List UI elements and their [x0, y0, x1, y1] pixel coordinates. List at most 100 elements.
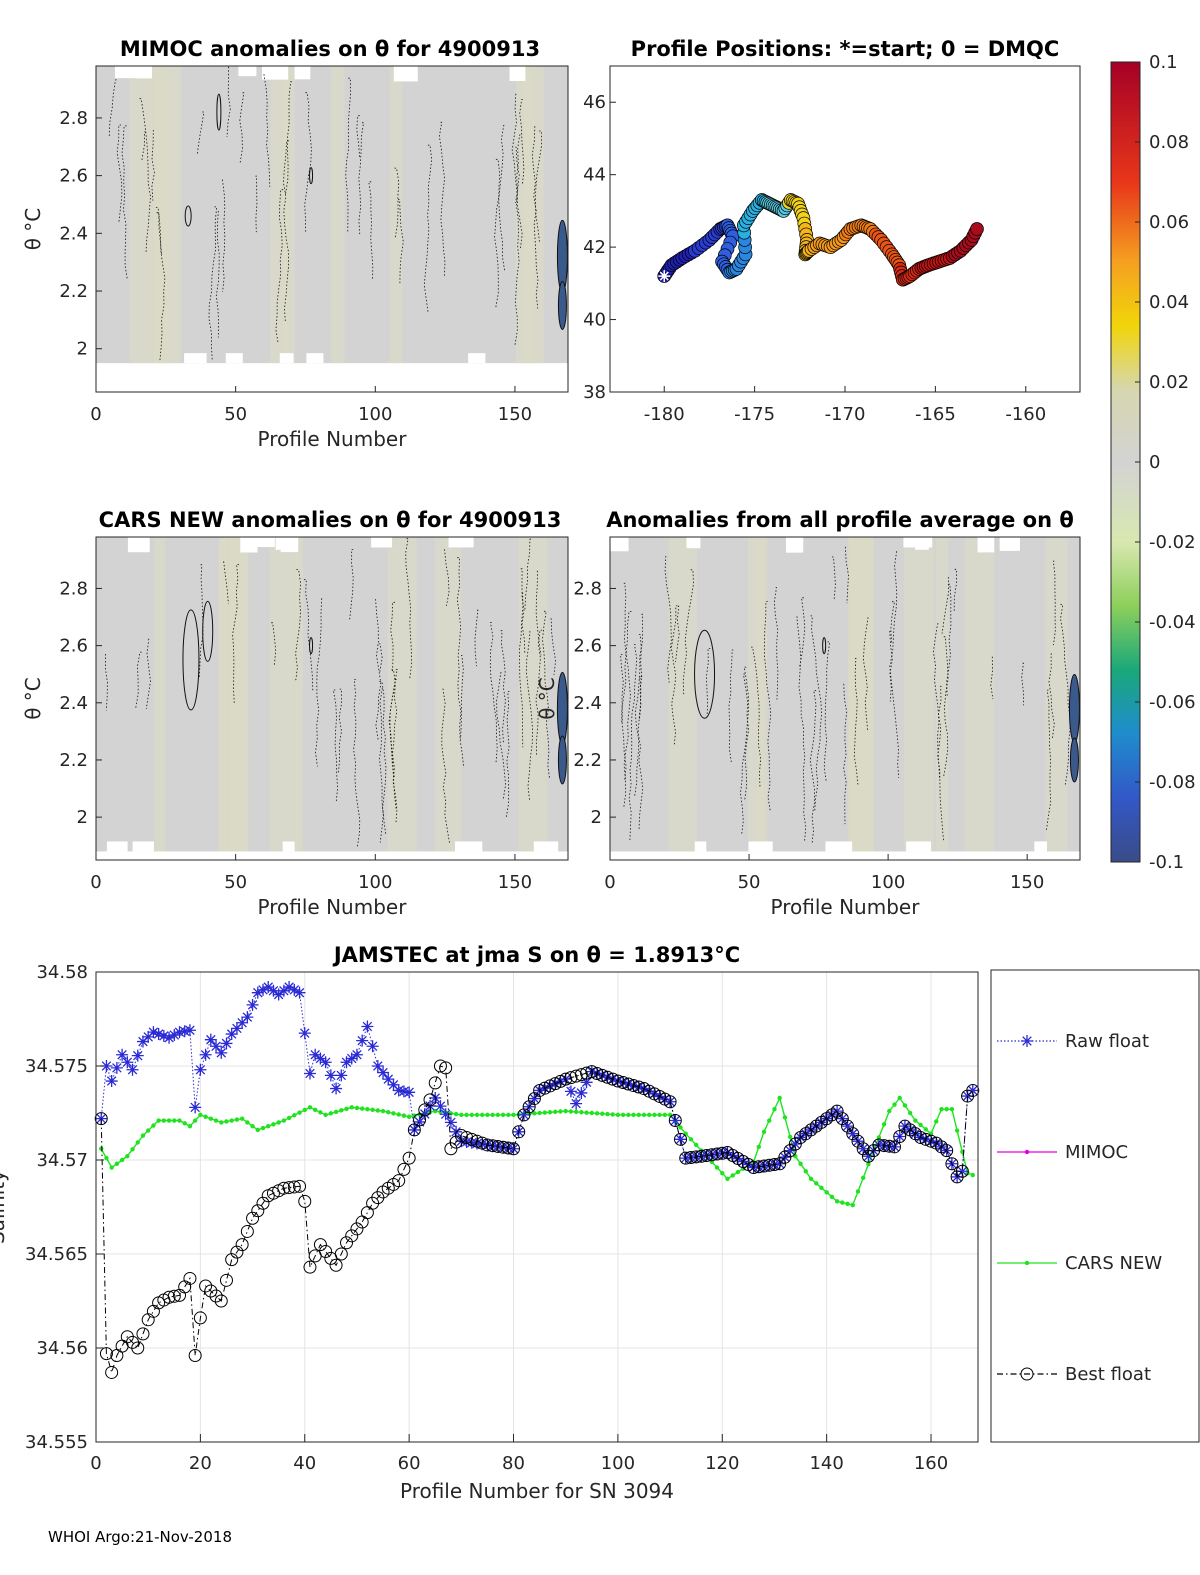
cars-new-point: [881, 1122, 887, 1127]
y-tick-label: 34.555: [25, 1432, 88, 1453]
cars-new-point: [151, 1123, 156, 1128]
contour-line: [1021, 662, 1024, 706]
cars-new-point: [109, 1165, 114, 1170]
contour-line: [198, 564, 204, 677]
raw-float-point: [570, 1097, 583, 1110]
cars-new-point: [594, 1111, 600, 1116]
best-float-point: [219, 1273, 233, 1287]
cars-new-point: [177, 1118, 182, 1123]
cars-new-point: [161, 1118, 167, 1123]
raw-float-point: [470, 1137, 483, 1150]
raw-float-point: [105, 1075, 118, 1088]
cars-new-point: [292, 1113, 297, 1118]
anomaly-tint-band: [219, 537, 228, 852]
best-float-point: [496, 1140, 510, 1154]
contour-line: [890, 601, 895, 644]
contour-line: [634, 613, 644, 797]
cars-new-point: [866, 1162, 871, 1167]
cars-new-point: [380, 1108, 386, 1114]
contour-loop: [202, 600, 214, 662]
x-tick-label: 0: [90, 404, 101, 425]
best-float-point: [439, 1061, 453, 1075]
cars-new-point: [949, 1107, 955, 1112]
contour-line: [1046, 689, 1052, 831]
x-tick-label: -170: [825, 404, 866, 425]
raw-float-point: [784, 1144, 797, 1157]
best-float-point: [580, 1066, 594, 1080]
cars-new-point: [892, 1102, 897, 1107]
contour-line: [443, 549, 450, 606]
best-float-point: [841, 1119, 855, 1133]
contour-line: [742, 673, 750, 801]
cars-new-point: [767, 1118, 772, 1123]
raw-float-point: [136, 1035, 149, 1048]
footer-credit: WHOI Argo:21-Nov-2018: [48, 1528, 232, 1546]
best-float-point: [225, 1253, 239, 1267]
best-float-point: [830, 1104, 844, 1118]
contour-line: [843, 683, 848, 825]
contour-line: [990, 656, 994, 700]
contour-line: [388, 679, 397, 778]
raw-float-point: [888, 1140, 901, 1153]
best-float-point: [131, 1341, 145, 1355]
best-float-point: [762, 1158, 776, 1172]
anomaly-tint-band: [330, 66, 345, 364]
best-float-point: [872, 1138, 886, 1152]
cars-new-point: [229, 1118, 234, 1123]
cars-new-point: [192, 1118, 198, 1123]
raw-float-point: [288, 983, 301, 996]
best-float-point: [694, 1149, 708, 1163]
contour-line: [489, 622, 498, 763]
y-tick-label: 34.58: [36, 962, 88, 983]
x-tick-label: 50: [224, 404, 247, 425]
cars-new-point: [970, 1172, 975, 1178]
contour-line: [368, 181, 374, 280]
best-float-point: [350, 1222, 364, 1236]
cars-new-point: [260, 1125, 266, 1131]
contour-line: [773, 587, 779, 700]
cars-new-point: [166, 1118, 172, 1123]
contour-loop: [694, 629, 716, 719]
cars-new-point: [579, 1110, 584, 1115]
best-float-point: [778, 1150, 792, 1164]
best-float-point: [246, 1211, 260, 1225]
cars-new-point: [469, 1112, 474, 1118]
data-gap: [279, 353, 294, 364]
raw-float-point: [236, 1016, 249, 1029]
cars-new-point: [344, 1106, 349, 1112]
contour-line: [531, 126, 539, 309]
legend-label: Best float: [1065, 1364, 1151, 1385]
colorbar-tick-label: -0.04: [1149, 612, 1196, 633]
raw-float-point: [575, 1086, 588, 1099]
best-float-point: [783, 1144, 797, 1158]
cars-new-point: [850, 1202, 855, 1208]
best-float-point: [105, 1365, 119, 1379]
contour-line: [441, 688, 450, 844]
best-float-point: [882, 1139, 896, 1153]
mean-panel-title: Anomalies from all profile average on θ: [606, 508, 1074, 532]
contour-line: [515, 146, 520, 204]
contour-line: [524, 538, 531, 610]
cars-new-point: [339, 1108, 344, 1113]
best-float-point: [413, 1113, 427, 1127]
mimoc-anomaly-panel: MIMOC anomalies on θ for 4900913 0 50 100 1…: [21, 37, 569, 451]
contour-line: [239, 92, 245, 163]
raw-float-point: [846, 1127, 859, 1140]
contour-line: [542, 610, 551, 780]
y-tick-label: 34.575: [25, 1056, 88, 1077]
mimoc-panel-title: MIMOC anomalies on θ for 4900913: [120, 37, 540, 61]
colorbar-tick-label: 0.04: [1149, 292, 1189, 313]
best-float-point: [303, 1260, 317, 1274]
raw-float-point: [507, 1142, 520, 1155]
cars-new-point: [182, 1121, 187, 1126]
cars-new-point: [130, 1147, 135, 1152]
data-gap: [999, 537, 1020, 551]
cars-new-point: [286, 1115, 292, 1121]
mean-anomaly-panel: Anomalies from all profile average on θ …: [535, 508, 1081, 919]
raw-float-point: [157, 1029, 170, 1042]
contour-line: [338, 688, 343, 774]
y-tick-label: 2: [591, 807, 602, 828]
colorbar-tick-label: -0.02: [1149, 532, 1196, 553]
cars-new-point: [104, 1155, 109, 1161]
